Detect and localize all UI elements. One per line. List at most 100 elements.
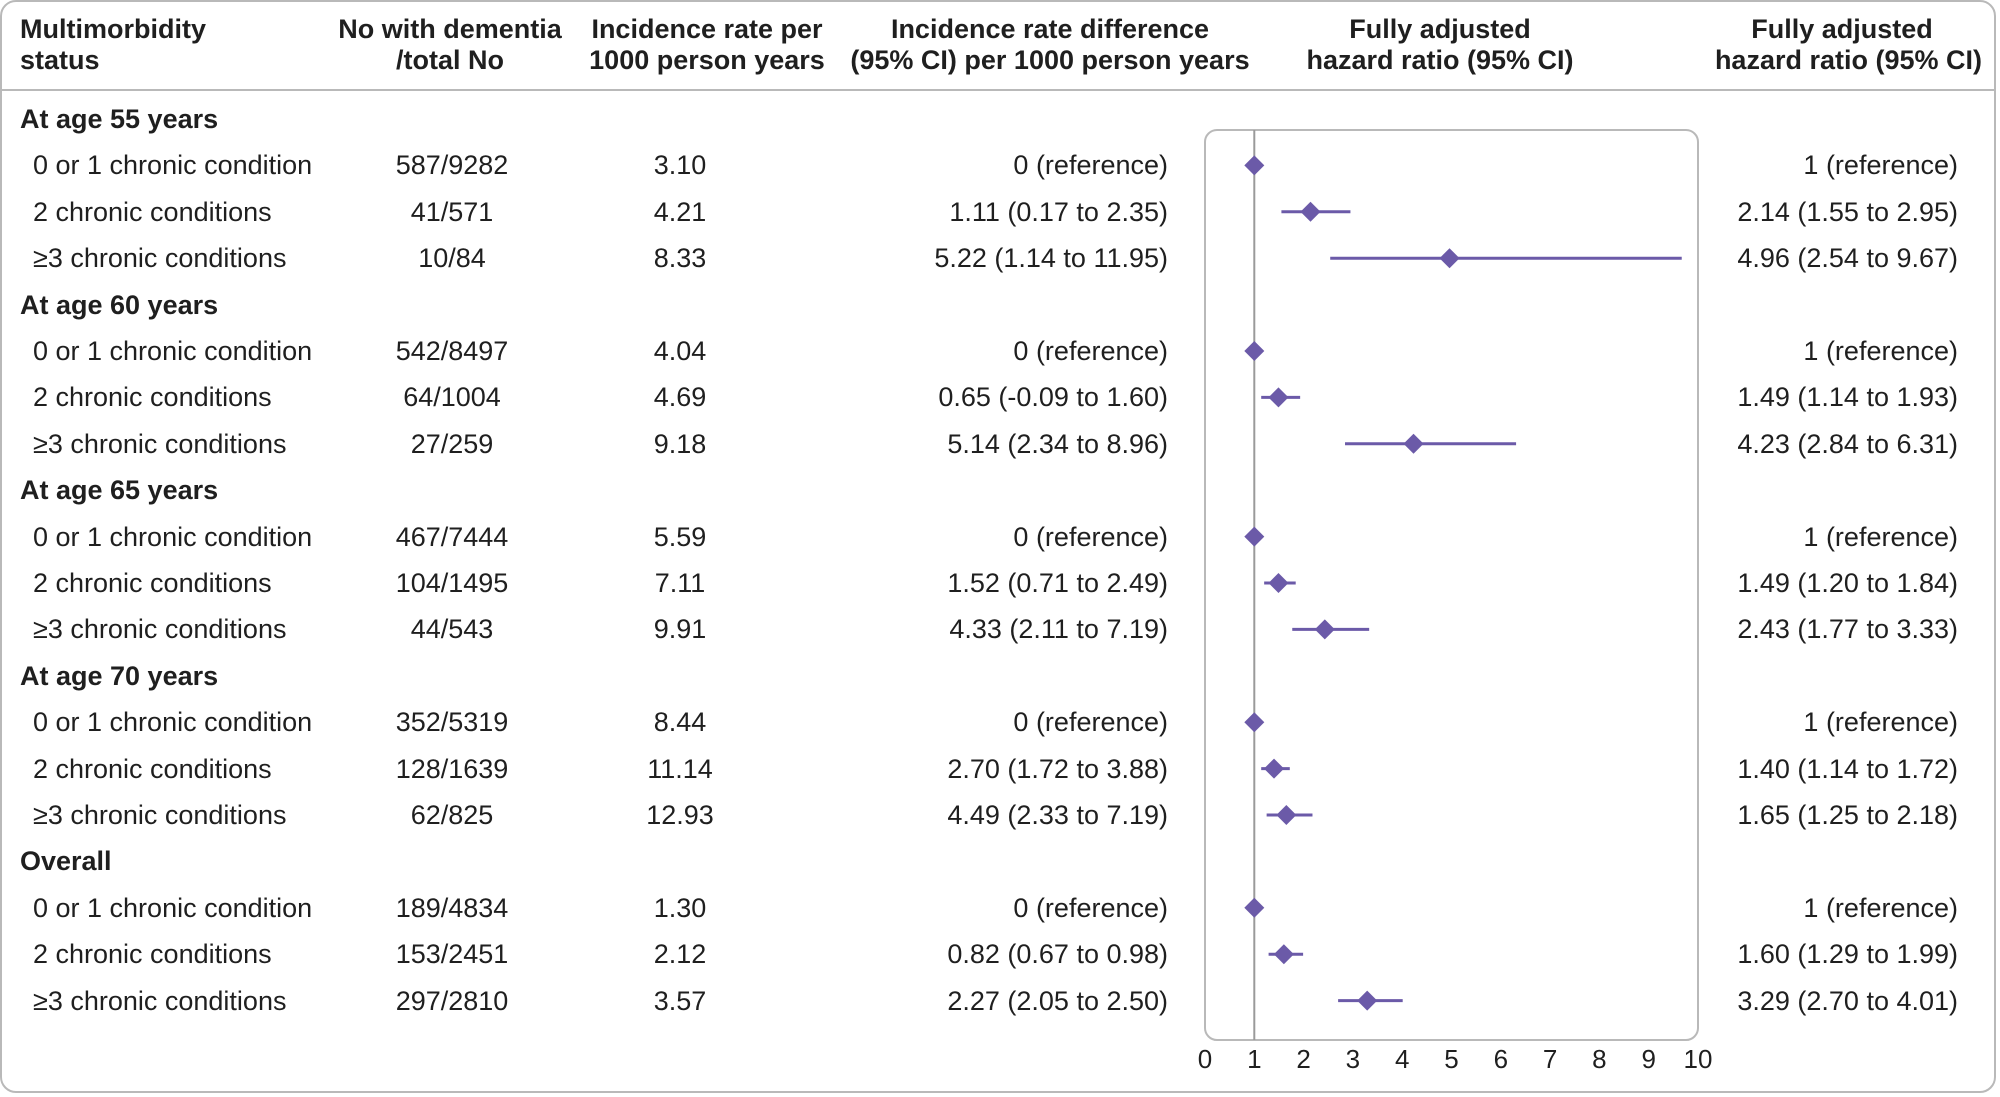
cell-dementia-count-text: 10/84 — [418, 243, 486, 274]
cell-dementia-count-text: 542/8497 — [395, 336, 509, 366]
cell-hazard-ratio-text: 1.60 (1.29 to 1.99) — [1737, 939, 1958, 970]
cell-dementia-count-text: 41/571 — [410, 196, 494, 227]
x-tick-label: 0 — [1198, 1044, 1212, 1074]
hazard-ratio-marker — [1244, 712, 1265, 733]
group-header-row: At age 55 years — [0, 96, 1996, 142]
row-label: 0 or 1 chronic condition — [33, 328, 312, 374]
row-label-text: 0 or 1 chronic condition — [33, 336, 313, 366]
header-n: No with dementia /total No — [330, 14, 570, 76]
hazard-ratio-marker — [1403, 433, 1424, 454]
cell-incidence-rate-text: 9.91 — [653, 614, 707, 645]
cell-incidence-rate-text: 3.10 — [653, 150, 707, 181]
cell-dementia-count-text: 189/4834 — [395, 892, 509, 923]
table-row: ≥3 chronic conditions 10/84 8.33 5.22 (1.14… — [0, 235, 1996, 281]
table-row: ≥3 chronic conditions 62/825 12.93 4.49 (2.… — [0, 792, 1996, 838]
header-status-line2: status — [20, 45, 100, 75]
cell-incidence-rate-text: 3.57 — [653, 985, 707, 1016]
cell-rate-difference-text: 5.22 (1.14 to 11.95) — [934, 243, 1168, 274]
row-label-text: 0 or 1 chronic condition — [33, 892, 313, 923]
x-tick-label: 9 — [1641, 1044, 1655, 1074]
table-row: 0 or 1 chronic condition 352/5319 8.44 0 (r… — [0, 699, 1996, 745]
cell-rate-difference-text: 2.27 (2.05 to 2.50) — [947, 985, 1168, 1016]
row-label: ≥3 chronic conditions — [33, 421, 286, 467]
cell-incidence-rate-text: 8.33 — [653, 243, 707, 274]
row-label-text: ≥3 chronic conditions — [33, 985, 287, 1016]
hazard-ratio-marker — [1300, 201, 1321, 222]
cell-hazard-ratio-text: 1 (reference) — [1803, 150, 1958, 181]
hazard-ratio-marker — [1276, 805, 1297, 825]
cell-incidence-rate-text: 8.44 — [653, 707, 707, 738]
cell-dementia-count-text: 62/825 — [410, 800, 494, 830]
row-label: ≥3 chronic conditions — [33, 606, 286, 652]
hazard-ratio-marker — [1244, 155, 1265, 176]
header-n-line1: No with dementia — [338, 14, 562, 44]
cell-incidence-rate-text: 4.69 — [653, 382, 707, 413]
cell-hazard-ratio-text: 1 (reference) — [1803, 521, 1958, 552]
row-label-text: ≥3 chronic conditions — [33, 614, 287, 645]
cell-incidence-rate-text: 4.21 — [653, 196, 707, 227]
group-header-row: At age 65 years — [0, 467, 1996, 513]
cell-incidence-rate-text: 1.30 — [653, 892, 707, 923]
hazard-ratio-marker — [1264, 758, 1285, 779]
row-label-text: 2 chronic conditions — [33, 753, 272, 784]
cell-dementia-count-text: 128/1639 — [395, 753, 509, 784]
x-tick-label: 6 — [1494, 1044, 1508, 1074]
cell-dementia-count-text: 352/5319 — [395, 707, 509, 738]
header-status: Multimorbidity status — [20, 14, 206, 76]
cell-hazard-ratio-text: 4.23 (2.84 to 6.31) — [1737, 428, 1958, 459]
header-plot: Fully adjusted hazard ratio (95% CI) — [1290, 14, 1590, 76]
header-plot-line1: Fully adjusted — [1349, 14, 1531, 44]
row-label-text: 2 chronic conditions — [33, 196, 272, 227]
cell-rate-difference-text: 0.82 (0.67 to 0.98) — [947, 939, 1168, 970]
row-label-text: 0 or 1 chronic condition — [33, 150, 313, 181]
header-hr-line2: hazard ratio (95% CI) — [1714, 45, 1982, 75]
hazard-ratio-marker — [1357, 990, 1378, 1011]
cell-incidence-rate-text: 4.04 — [653, 336, 707, 366]
table-row: 2 chronic conditions 153/2451 2.12 0.82 (0.… — [0, 931, 1996, 977]
header-ird: Incidence rate difference (95% CI) per 1… — [838, 14, 1262, 76]
hazard-ratio-marker — [1244, 526, 1265, 547]
cell-rate-difference-text: 5.14 (2.34 to 8.96) — [947, 428, 1168, 459]
cell-hazard-ratio-text: 1.65 (1.25 to 2.18) — [1737, 800, 1958, 830]
row-label: 0 or 1 chronic condition — [33, 885, 312, 931]
x-tick-label: 3 — [1346, 1044, 1360, 1074]
cell-dementia-count-text: 297/2810 — [395, 985, 509, 1016]
row-label: 2 chronic conditions — [33, 189, 272, 235]
group-header-row: At age 60 years — [0, 282, 1996, 328]
row-label: ≥3 chronic conditions — [33, 792, 286, 838]
row-label: 2 chronic conditions — [33, 560, 272, 606]
cell-rate-difference-text: 0 (reference) — [1013, 707, 1168, 738]
cell-dementia-count-text: 104/1495 — [395, 568, 509, 598]
header-plot-line2: hazard ratio (95% CI) — [1306, 45, 1574, 75]
group-label: At age 70 years — [20, 653, 218, 699]
x-tick-label: 4 — [1395, 1044, 1409, 1074]
group-label-text: At age 55 years — [20, 104, 219, 134]
row-label-text: ≥3 chronic conditions — [33, 243, 287, 274]
x-tick-label: 10 — [1684, 1044, 1713, 1074]
cell-hazard-ratio-text: 1.49 (1.20 to 1.84) — [1737, 568, 1958, 598]
header-hr: Fully adjusted hazard ratio (95% CI) — [1692, 14, 1982, 76]
header-hr-line1: Fully adjusted — [1751, 14, 1933, 44]
cell-incidence-rate-text: 7.11 — [654, 568, 706, 598]
cell-incidence-rate-text: 5.59 — [653, 521, 707, 552]
row-label-text: 2 chronic conditions — [33, 939, 272, 970]
header-status-line1: Multimorbidity — [20, 14, 206, 44]
hazard-ratio-marker — [1244, 341, 1265, 361]
header-ird-line1: Incidence rate difference — [890, 14, 1210, 44]
header-ird-line2: (95% CI) per 1000 person years — [850, 45, 1250, 75]
cell-rate-difference-text: 0 (reference) — [1013, 892, 1168, 923]
row-label-text: 0 or 1 chronic condition — [33, 707, 313, 738]
cell-hazard-ratio-text: 1 (reference) — [1803, 336, 1958, 366]
cell-rate-difference-text: 0.65 (-0.09 to 1.60) — [938, 382, 1168, 413]
row-label-text: ≥3 chronic conditions — [33, 800, 287, 830]
x-tick-label: 8 — [1592, 1044, 1606, 1074]
group-label-text: Overall — [20, 846, 112, 877]
x-tick-label: 2 — [1296, 1044, 1310, 1074]
cell-hazard-ratio-text: 1 (reference) — [1803, 892, 1958, 923]
group-label-text: At age 70 years — [20, 660, 219, 691]
hazard-ratio-marker — [1273, 944, 1294, 965]
cell-rate-difference-text: 0 (reference) — [1013, 150, 1168, 181]
header-ir-line1: Incidence rate per — [591, 14, 823, 44]
header-ir-line2: 1000 person years — [589, 45, 825, 75]
